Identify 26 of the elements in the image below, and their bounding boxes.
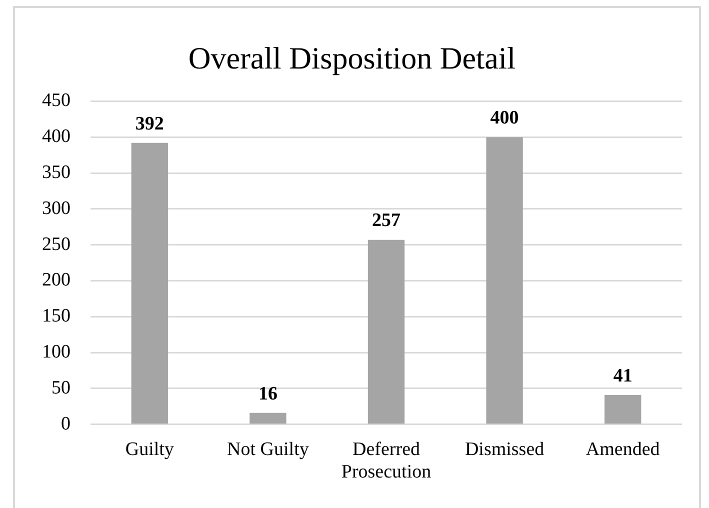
x-tick-label: Not Guilty xyxy=(227,438,310,460)
x-tick-label: Guilty xyxy=(125,438,174,460)
x-tick-label: Amended xyxy=(586,438,660,460)
y-tick-label: 300 xyxy=(42,198,70,219)
x-tick-label: Dismissed xyxy=(464,438,545,460)
bar xyxy=(131,142,168,424)
bar xyxy=(604,394,642,424)
y-tick-label: 100 xyxy=(42,342,70,363)
y-tick-label: 400 xyxy=(42,126,70,148)
data-label: 16 xyxy=(258,383,278,404)
y-tick-label: 200 xyxy=(42,270,70,291)
y-tick-label: 250 xyxy=(42,234,70,255)
data-label: 392 xyxy=(135,113,164,134)
y-tick-label: 50 xyxy=(52,377,70,398)
bar xyxy=(486,137,523,424)
data-label: 41 xyxy=(613,365,632,386)
bar xyxy=(368,240,405,424)
bar xyxy=(250,412,286,424)
data-label: 257 xyxy=(372,210,401,232)
chart-title: Overall Disposition Detail xyxy=(188,40,516,76)
y-tick-label: 0 xyxy=(61,413,70,434)
y-tick-label: 350 xyxy=(42,162,70,184)
y-tick-label: 450 xyxy=(42,90,70,112)
data-label: 400 xyxy=(490,108,519,129)
x-tick-label: Deferred Prosecution xyxy=(341,438,432,483)
y-tick-label: 150 xyxy=(42,306,70,327)
